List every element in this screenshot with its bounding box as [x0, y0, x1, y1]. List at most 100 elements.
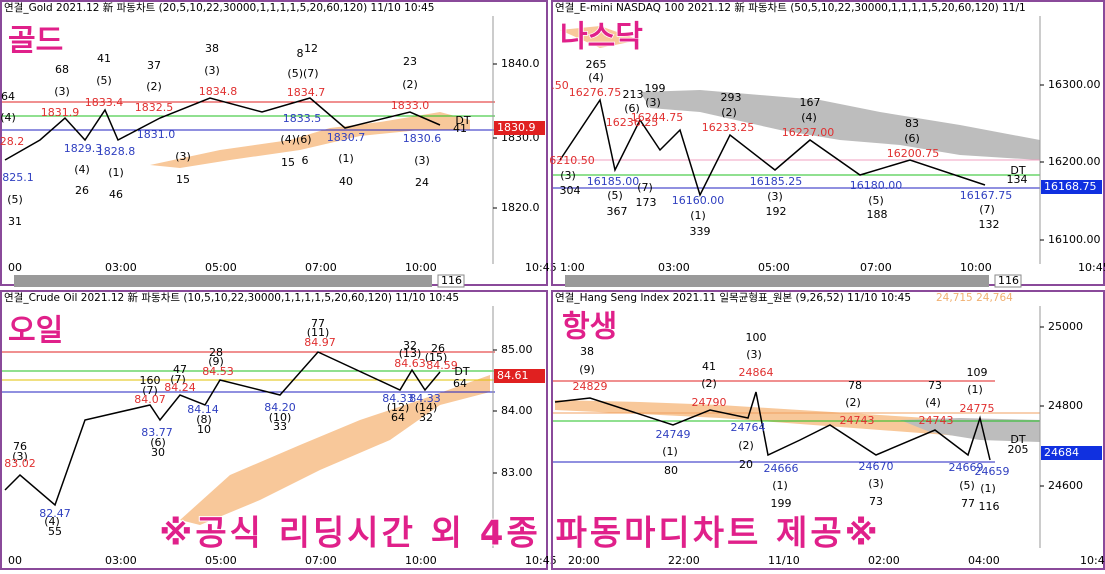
- wave-annotation: 16180.00: [850, 179, 903, 192]
- wave-annotation: 26: [75, 184, 89, 197]
- wave-annotation: 40: [339, 175, 353, 188]
- wave-annotation: 64: [1, 90, 15, 103]
- scrollbar: [14, 275, 432, 287]
- wave-annotation: (6): [904, 132, 920, 145]
- wave-annotation: 10: [197, 423, 211, 436]
- wave-annotation: (4): [74, 163, 90, 176]
- wave-annotation: 1834.8: [199, 85, 238, 98]
- time-tick-label: 10:45: [525, 261, 557, 274]
- wave-annotation: 47: [173, 363, 187, 376]
- wave-annotation: (2): [845, 396, 861, 409]
- wave-annotation: 1830.7: [327, 131, 366, 144]
- wave-annotation: 367: [607, 205, 628, 218]
- wave-annotation: 116: [979, 500, 1000, 513]
- cloud: [150, 112, 470, 168]
- wave-annotation: DT: [1010, 164, 1025, 177]
- wave-annotation: (6): [150, 436, 166, 449]
- wave-annotation: (7): [170, 373, 186, 386]
- wave-annotation: (5): [959, 479, 975, 492]
- time-tick-label: 10:00: [405, 261, 437, 274]
- wave-annotation: 6210.50: [549, 154, 595, 167]
- wave-annotation: (3): [54, 85, 70, 98]
- price-tick-label: 84.00: [501, 404, 533, 417]
- wave-annotation: (6): [624, 102, 640, 115]
- wave-annotation: 24775: [960, 402, 995, 415]
- wave-annotation: 41: [702, 360, 716, 373]
- wave-annotation: 32: [419, 411, 433, 424]
- wave-annotation: DT: [1010, 433, 1025, 446]
- wave-annotation: 83: [905, 117, 919, 130]
- wave-annotation: (4): [801, 111, 817, 124]
- wave-line: [4, 97, 441, 161]
- wave-annotation: 15: [281, 156, 295, 169]
- wave-annotation: .50: [551, 79, 569, 92]
- wave-annotation: 84.07: [134, 393, 166, 406]
- time-tick-label: 00: [8, 554, 22, 567]
- wave-annotation: 109: [967, 366, 988, 379]
- wave-annotation: 80: [664, 464, 678, 477]
- time-tick-label: 07:00: [305, 554, 337, 567]
- time-tick-label: 03:00: [658, 261, 690, 274]
- wave-annotation: 1831.9: [41, 106, 80, 119]
- time-tick-label: 10:45: [1080, 554, 1105, 567]
- wave-annotation: 73: [928, 379, 942, 392]
- wave-annotation: 167: [800, 96, 821, 109]
- current-price: 24684: [1044, 446, 1079, 459]
- wave-annotation: DT: [455, 114, 470, 127]
- wave-annotation: 84.97: [304, 336, 336, 349]
- time-tick-label: 03:00: [105, 261, 137, 274]
- current-price-box: [1041, 446, 1102, 460]
- price-tick-label: 16100.00: [1048, 233, 1101, 246]
- wave-annotation: 1828.8: [97, 145, 136, 158]
- wave-annotation: (1): [690, 209, 706, 222]
- wave-annotation: 293: [721, 91, 742, 104]
- wave-annotation: (4): [44, 515, 60, 528]
- time-tick-label: 03:00: [105, 554, 137, 567]
- wave-annotation: (4): [0, 111, 16, 124]
- wave-annotation: (1): [108, 166, 124, 179]
- wave-annotation: 24670: [859, 460, 894, 473]
- wave-annotation: 16233.25: [702, 121, 755, 134]
- wave-annotation: (9): [208, 355, 224, 368]
- time-tick-label: 10:00: [405, 554, 437, 567]
- wave-annotation: (3): [746, 348, 762, 361]
- wave-annotation: 24764: [731, 421, 766, 434]
- panel-label: 골드: [8, 24, 63, 59]
- wave-annotation: 1830.6: [403, 132, 442, 145]
- wave-annotation: 24669: [949, 461, 984, 474]
- chart-panel: 연결_E-mini NASDAQ 100 2021.12 新 파동차트 (50,…: [549, 0, 1105, 288]
- cloud: [900, 418, 1040, 442]
- wave-annotation: (4): [588, 71, 604, 84]
- panel-title: 연결_Hang Seng Index 2021.11 일목균형표_원본 (9,2…: [555, 291, 911, 304]
- wave-annotation: 77: [311, 317, 325, 330]
- price-tick-label: 16300.00: [1048, 78, 1101, 91]
- wave-annotation: 205: [1008, 443, 1029, 456]
- wave-annotation: (4): [925, 396, 941, 409]
- scroll-value: 116: [441, 274, 462, 287]
- scrollbar: [565, 275, 989, 287]
- wave-annotation: (3): [204, 64, 220, 77]
- wave-annotation: DT: [454, 365, 469, 378]
- wave-annotation: 265: [586, 58, 607, 71]
- wave-annotation: (2): [738, 439, 754, 452]
- chart-panel: 연결_Hang Seng Index 2021.11 일목균형표_원본 (9,2…: [551, 290, 1105, 570]
- wave-annotation: (13): [399, 347, 422, 360]
- wave-annotation: (5): [607, 189, 623, 202]
- wave-annotation: (7): [637, 181, 653, 194]
- time-tick-label: 05:00: [758, 261, 790, 274]
- wave-annotation: 24864: [739, 366, 774, 379]
- wave-annotation: 199: [771, 497, 792, 510]
- price-tick-label: 24800: [1048, 399, 1083, 412]
- wave-annotation: 188: [867, 208, 888, 221]
- time-tick-label: 00: [8, 261, 22, 274]
- wave-annotation: 38: [580, 345, 594, 358]
- wave-annotation: 16276.75: [569, 86, 622, 99]
- wave-annotation: (5): [7, 193, 23, 206]
- wave-annotation: 16185.25: [750, 175, 803, 188]
- wave-annotation: (1): [662, 445, 678, 458]
- wave-annotation: 1833.5: [283, 112, 322, 125]
- wave-annotation: 1829.3: [64, 142, 103, 155]
- wave-annotation: (1): [338, 152, 354, 165]
- wave-annotation: 23: [403, 55, 417, 68]
